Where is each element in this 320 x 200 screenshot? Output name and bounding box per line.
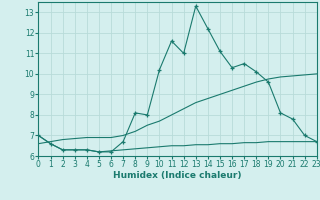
X-axis label: Humidex (Indice chaleur): Humidex (Indice chaleur) — [113, 171, 242, 180]
